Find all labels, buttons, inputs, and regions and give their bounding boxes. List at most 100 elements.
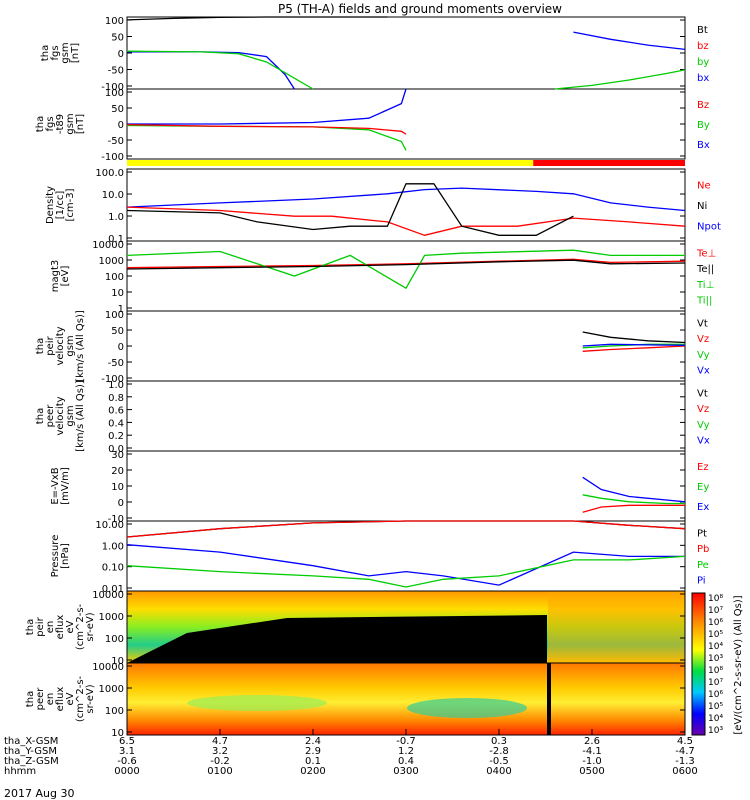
y-axis-label-line: (cm^2-s- bbox=[75, 675, 86, 722]
legend-entry: Vt bbox=[697, 319, 708, 330]
y-axis-label: tha peer velocity gsm [km/s (All Qs)] bbox=[35, 380, 86, 452]
x-row-label: tha_Y-GSM bbox=[4, 746, 57, 757]
colorbar-tick-label: 10⁵ bbox=[708, 630, 723, 640]
x-tick-label: 0100 bbox=[207, 766, 232, 777]
y-tick-label: 1.0 bbox=[108, 212, 124, 223]
x-tick-label: 0500 bbox=[579, 766, 604, 777]
y-axis-label-line: [km/s (All Qs)] bbox=[75, 380, 86, 452]
y-tick-label: 0.8 bbox=[108, 393, 124, 404]
x-tick-label: 0.3 bbox=[491, 736, 507, 747]
legend-entry: Pb bbox=[697, 544, 709, 555]
colorbar-tick-label: 10³ bbox=[708, 726, 723, 736]
y-axis-label-line: peir bbox=[45, 335, 56, 355]
y-axis-label-line: Pressure bbox=[50, 535, 61, 578]
legend-entry: Npot bbox=[697, 222, 721, 233]
x-tick-label: -0.2 bbox=[210, 756, 230, 767]
y-axis-label-line: [nT] bbox=[70, 43, 81, 63]
x-tick-label: 0.1 bbox=[305, 756, 321, 767]
y-axis-label-line: gsm bbox=[65, 335, 76, 356]
series-line bbox=[582, 504, 685, 513]
y-axis-label-line: peir bbox=[35, 616, 46, 636]
legend-entry: Ez bbox=[697, 462, 709, 473]
mode-bar bbox=[127, 160, 685, 166]
y-tick-label: 10.00 bbox=[95, 520, 124, 531]
y-tick-label: 100 bbox=[105, 88, 124, 99]
y-axis-label-line: (cm^2-s- bbox=[75, 603, 86, 650]
colorbar-label: [eV/(cm^2-s-sr-eV) (All Qs)] bbox=[733, 595, 744, 734]
y-tick-label: 10000 bbox=[92, 240, 124, 251]
x-tick-label: 2.9 bbox=[305, 746, 321, 757]
y-tick-label: 30 bbox=[111, 450, 124, 461]
y-axis-label: tha fgs -t89 gsm [nT] bbox=[35, 113, 86, 134]
colorbar-tick-label: 10³ bbox=[708, 654, 723, 664]
series-line bbox=[573, 31, 686, 51]
y-tick-label: 100 bbox=[105, 272, 124, 283]
y-axis-label: Pressure [nPa] bbox=[50, 535, 71, 578]
legend-entry: bz bbox=[697, 41, 709, 52]
y-tick-label: 0 bbox=[118, 49, 124, 60]
y-tick-label: 10 bbox=[111, 482, 124, 493]
x-tick-label: 0600 bbox=[672, 766, 697, 777]
y-tick-label: -50 bbox=[108, 358, 124, 369]
legend-entry: Vx bbox=[697, 365, 710, 376]
x-tick-label: -0.7 bbox=[396, 736, 416, 747]
y-tick-label: 0 bbox=[118, 342, 124, 353]
y-axis-label-line: tha bbox=[25, 691, 36, 707]
x-tick-label: 3.1 bbox=[119, 746, 135, 757]
y-axis-label-line: eV bbox=[65, 620, 76, 633]
series-line bbox=[127, 88, 407, 125]
y-axis-label: tha fgs gsm [nT] bbox=[40, 42, 81, 63]
legend-entry: Vz bbox=[697, 404, 709, 415]
colorbar-ticks: 10⁸ 10⁷ 10⁶ 10⁵ 10⁴ 10³ 10⁸ 10⁷ 10⁶ 10⁵ 10⁴ 10³ bbox=[708, 594, 723, 736]
x-row-label: hhmm bbox=[4, 766, 36, 777]
legend-entry: Pi bbox=[697, 575, 706, 586]
x-tick-label: 0.4 bbox=[398, 756, 414, 767]
legend-entry: Bz bbox=[697, 100, 709, 111]
legend-entry: Pt bbox=[697, 529, 707, 540]
legend-entry: Ey bbox=[697, 482, 709, 493]
y-axis-label-line: [eV] bbox=[60, 266, 71, 287]
y-axis-label-line: [nT] bbox=[75, 114, 86, 134]
series-line bbox=[126, 259, 686, 270]
x-tick-label: 0000 bbox=[114, 766, 139, 777]
y-axis-label: tha peer en eflux eV (cm^2-s-sr-eV) bbox=[25, 675, 96, 722]
y-tick-label: 100 bbox=[105, 706, 124, 717]
y-axis-label-line: [nPa] bbox=[60, 543, 71, 569]
y-axis-label-line: en bbox=[45, 693, 56, 706]
electron-spectrogram-band bbox=[187, 695, 327, 711]
y-axis-label-line: magt3 bbox=[50, 260, 61, 293]
y-axis-label-line: velocity bbox=[55, 396, 66, 435]
x-tick-label: -4.1 bbox=[582, 746, 602, 757]
y-tick-label: -50 bbox=[108, 136, 124, 147]
colorbar-gradient bbox=[691, 592, 706, 736]
series-line bbox=[126, 520, 686, 538]
y-tick-label: 0.10 bbox=[102, 563, 124, 574]
x-tick-label: 2.6 bbox=[584, 736, 600, 747]
x-axis-labels: tha_X-GSMtha_Y-GSMtha_Z-GSMhhmm6.53.1-0.… bbox=[4, 729, 698, 777]
y-axis-label-line: gsm bbox=[60, 42, 71, 63]
panel-frame bbox=[126, 168, 686, 242]
legend-entry: Bt bbox=[697, 25, 708, 36]
series-line bbox=[582, 345, 686, 352]
series-line bbox=[582, 494, 685, 505]
legend-entry: Te|| bbox=[696, 264, 714, 275]
colorbar: 10⁸ 10⁷ 10⁶ 10⁵ 10⁴ 10³ 10⁸ 10⁷ 10⁶ 10⁵ 10⁴ 10³ [eV… bbox=[691, 592, 744, 736]
y-axis-label: tha peir en eflux eV (cm^2-s-sr-eV) bbox=[25, 603, 96, 650]
panel-frame bbox=[126, 450, 686, 522]
y-axis-label-line: fgs bbox=[45, 116, 56, 131]
ion-spectrogram-late bbox=[548, 591, 685, 663]
date-label: 2017 Aug 30 bbox=[4, 787, 74, 800]
y-tick-label: 10 bbox=[111, 288, 124, 299]
series-line bbox=[126, 555, 686, 588]
panel-frame bbox=[126, 520, 686, 592]
y-axis-label: E=-VxB [mV/m] bbox=[50, 467, 71, 505]
y-tick-label: 100 bbox=[105, 16, 124, 27]
series-line bbox=[126, 50, 314, 90]
plot-traces bbox=[126, 16, 686, 588]
y-axis-label-line: tha bbox=[35, 116, 46, 132]
y-axis-label: tha peir velocity gsm [km/s (All Qs)] bbox=[35, 310, 86, 382]
x-tick-label: 0300 bbox=[393, 766, 418, 777]
legend-entry: Ex bbox=[697, 502, 709, 513]
